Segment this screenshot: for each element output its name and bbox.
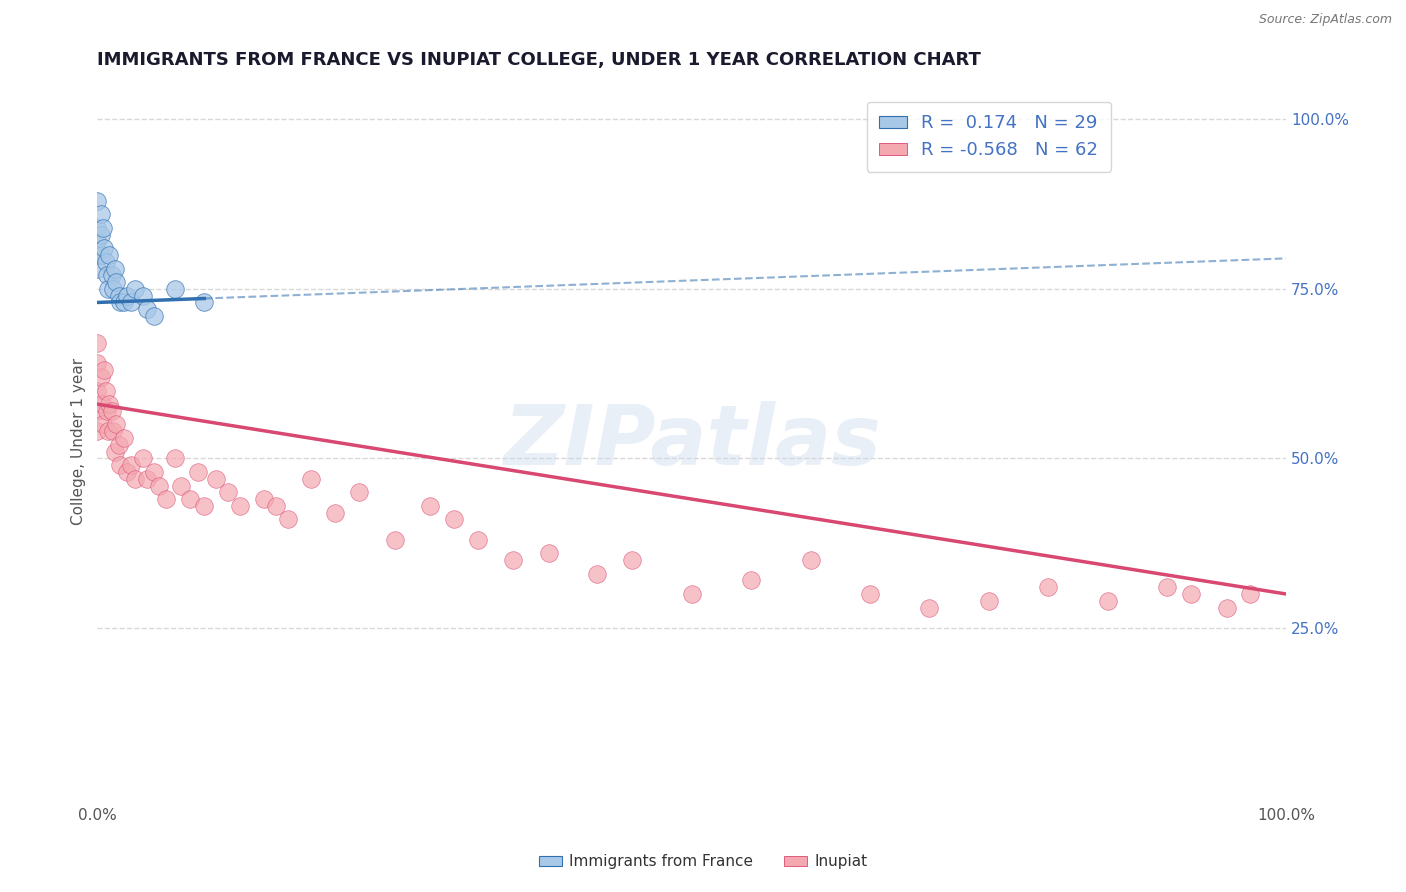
- Point: [86, 194, 108, 208]
- Point: [131, 288, 153, 302]
- Point: [90, 227, 112, 242]
- Point: [467, 533, 489, 547]
- Point: [193, 295, 215, 310]
- Point: [120, 295, 142, 310]
- Point: [86, 261, 108, 276]
- Legend: Immigrants from France, Inupiat: Immigrants from France, Inupiat: [533, 848, 873, 875]
- Point: [97, 424, 120, 438]
- Point: [91, 248, 114, 262]
- Point: [100, 268, 122, 283]
- Point: [537, 546, 560, 560]
- Point: [86, 235, 108, 249]
- Point: [419, 499, 441, 513]
- Point: [136, 472, 159, 486]
- Point: [347, 485, 370, 500]
- Point: [91, 397, 114, 411]
- Point: [90, 207, 112, 221]
- Point: [86, 248, 108, 262]
- Point: [124, 472, 146, 486]
- Point: [1038, 580, 1060, 594]
- Point: [101, 282, 124, 296]
- Point: [264, 499, 287, 513]
- Point: [299, 472, 322, 486]
- Point: [1180, 587, 1202, 601]
- Point: [136, 302, 159, 317]
- Point: [859, 587, 882, 601]
- Point: [90, 370, 112, 384]
- Point: [112, 295, 135, 310]
- Point: [104, 261, 127, 276]
- Point: [681, 587, 703, 601]
- Point: [86, 336, 108, 351]
- Point: [86, 356, 108, 370]
- Point: [205, 472, 228, 486]
- Point: [443, 512, 465, 526]
- Point: [143, 465, 166, 479]
- Point: [253, 491, 276, 506]
- Point: [1097, 593, 1119, 607]
- Point: [104, 444, 127, 458]
- Point: [107, 438, 129, 452]
- Point: [148, 478, 170, 492]
- Point: [120, 458, 142, 472]
- Point: [169, 478, 191, 492]
- Point: [277, 512, 299, 526]
- Point: [93, 241, 115, 255]
- Point: [98, 248, 121, 262]
- Point: [621, 553, 644, 567]
- Text: Source: ZipAtlas.com: Source: ZipAtlas.com: [1258, 13, 1392, 27]
- Point: [96, 268, 118, 283]
- Y-axis label: College, Under 1 year: College, Under 1 year: [72, 358, 86, 525]
- Point: [384, 533, 406, 547]
- Point: [131, 451, 153, 466]
- Point: [98, 397, 121, 411]
- Point: [799, 553, 821, 567]
- Point: [96, 404, 118, 418]
- Point: [101, 424, 124, 438]
- Point: [163, 451, 186, 466]
- Point: [229, 499, 252, 513]
- Point: [86, 384, 108, 398]
- Point: [155, 491, 177, 506]
- Point: [323, 506, 346, 520]
- Point: [193, 499, 215, 513]
- Point: [100, 404, 122, 418]
- Point: [115, 288, 138, 302]
- Text: IMMIGRANTS FROM FRANCE VS INUPIAT COLLEGE, UNDER 1 YEAR CORRELATION CHART: IMMIGRANTS FROM FRANCE VS INUPIAT COLLEG…: [97, 51, 981, 69]
- Point: [97, 282, 120, 296]
- Point: [143, 309, 166, 323]
- Point: [108, 295, 131, 310]
- Point: [740, 574, 762, 588]
- Point: [1239, 587, 1261, 601]
- Point: [93, 363, 115, 377]
- Point: [94, 384, 117, 398]
- Point: [86, 424, 108, 438]
- Point: [187, 465, 209, 479]
- Point: [124, 282, 146, 296]
- Point: [86, 220, 108, 235]
- Legend: R =  0.174   N = 29, R = -0.568   N = 62: R = 0.174 N = 29, R = -0.568 N = 62: [868, 102, 1111, 172]
- Point: [94, 254, 117, 268]
- Point: [217, 485, 239, 500]
- Point: [105, 417, 128, 432]
- Point: [91, 220, 114, 235]
- Point: [977, 593, 1000, 607]
- Point: [91, 417, 114, 432]
- Point: [502, 553, 524, 567]
- Text: ZIPatlas: ZIPatlas: [503, 401, 880, 482]
- Point: [918, 600, 941, 615]
- Point: [105, 275, 128, 289]
- Point: [163, 282, 186, 296]
- Point: [108, 458, 131, 472]
- Point: [1156, 580, 1178, 594]
- Point: [179, 491, 201, 506]
- Point: [115, 465, 138, 479]
- Point: [86, 404, 108, 418]
- Point: [585, 566, 607, 581]
- Point: [107, 288, 129, 302]
- Point: [1215, 600, 1237, 615]
- Point: [112, 431, 135, 445]
